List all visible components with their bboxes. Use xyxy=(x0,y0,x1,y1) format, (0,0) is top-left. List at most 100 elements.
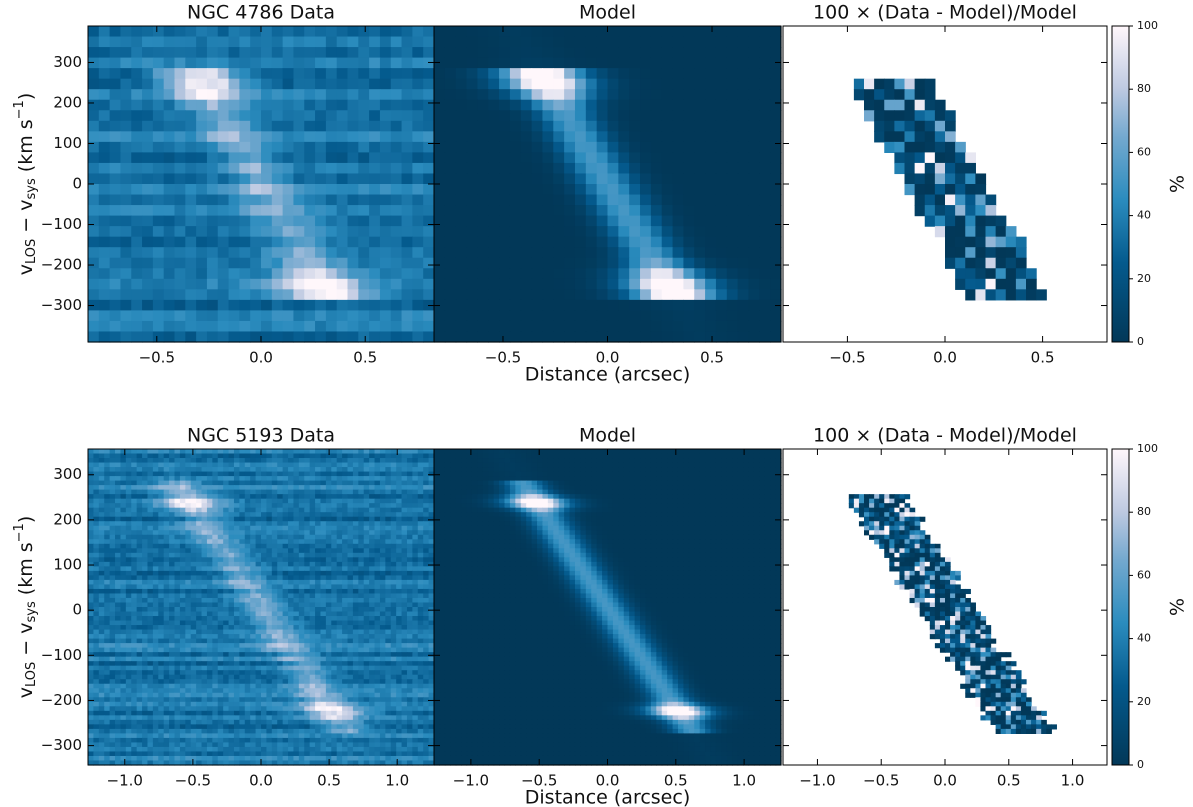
image-cell xyxy=(142,467,149,473)
image-cell xyxy=(564,320,576,333)
image-cell xyxy=(520,289,533,301)
image-cell xyxy=(369,331,381,343)
image-cell xyxy=(255,462,262,468)
image-cell xyxy=(417,503,424,509)
image-cell xyxy=(142,320,154,333)
image-cell xyxy=(737,226,750,238)
image-cell xyxy=(369,194,381,206)
image-cell xyxy=(147,530,154,536)
image-cell xyxy=(412,299,424,311)
image-cell xyxy=(266,516,273,522)
image-cell xyxy=(196,575,203,581)
image-cell xyxy=(629,26,641,38)
image-cell xyxy=(190,638,197,644)
image-cell xyxy=(288,516,295,522)
image-cell xyxy=(336,498,343,504)
image-cell xyxy=(737,78,750,90)
image-cell xyxy=(352,579,359,586)
image-cell xyxy=(239,331,251,343)
image-cell xyxy=(201,593,208,599)
image-cell xyxy=(412,588,419,595)
image-cell xyxy=(88,634,95,640)
image-cell xyxy=(109,638,116,644)
image-cell xyxy=(934,215,946,227)
image-cell xyxy=(629,131,641,143)
image-cell xyxy=(650,331,663,343)
image-cell xyxy=(428,611,435,617)
image-cell xyxy=(250,498,257,504)
image-cell xyxy=(131,530,138,536)
colorbar-tick-label: 80 xyxy=(1137,82,1151,95)
image-cell xyxy=(336,557,343,563)
image-cell xyxy=(748,68,760,80)
image-cell xyxy=(147,485,154,491)
image-cell xyxy=(331,552,338,558)
image-cell xyxy=(336,184,349,196)
image-cell xyxy=(694,257,706,269)
image-cell xyxy=(466,299,478,311)
image-cell xyxy=(93,530,100,536)
image-cell xyxy=(315,320,327,333)
image-cell xyxy=(233,620,240,626)
image-cell xyxy=(261,625,268,631)
image-cell xyxy=(169,539,176,545)
image-cell xyxy=(759,26,771,38)
image-cell xyxy=(759,162,771,175)
image-cell xyxy=(266,539,273,545)
image-cell xyxy=(250,47,262,59)
image-cell xyxy=(179,539,186,545)
image-cell xyxy=(342,449,349,455)
image-cell xyxy=(975,226,987,238)
image-cell xyxy=(379,458,386,464)
image-cell xyxy=(417,607,424,613)
image-cell xyxy=(390,597,397,604)
image-cell xyxy=(152,525,159,531)
image-cell xyxy=(390,543,397,549)
image-cell xyxy=(315,268,327,280)
image-cell xyxy=(650,68,663,80)
image-cell xyxy=(455,162,468,175)
image-cell xyxy=(288,498,295,504)
image-cell xyxy=(564,26,576,38)
image-cell xyxy=(315,278,327,290)
image-cell xyxy=(196,494,203,500)
image-cell xyxy=(748,205,760,217)
image-cell xyxy=(379,566,386,572)
image-cell xyxy=(293,561,300,567)
image-cell xyxy=(672,226,684,238)
image-cell xyxy=(466,89,478,101)
image-cell xyxy=(417,449,424,455)
image-cell xyxy=(423,462,430,468)
image-cell xyxy=(115,512,122,518)
image-cell xyxy=(282,516,289,522)
image-cell xyxy=(331,566,338,572)
image-cell xyxy=(98,215,111,227)
image-cell xyxy=(759,215,771,227)
image-cell xyxy=(315,625,322,631)
image-cell xyxy=(109,173,122,185)
image-cell xyxy=(261,512,268,518)
image-cell xyxy=(304,557,311,563)
image-cell xyxy=(715,78,728,90)
image-cell xyxy=(239,512,246,518)
image-cell xyxy=(358,480,365,486)
image-cell xyxy=(201,458,208,464)
image-cell xyxy=(261,247,273,259)
image-cell xyxy=(131,120,143,132)
image-cell xyxy=(304,47,316,59)
image-cell xyxy=(488,268,500,280)
image-cell xyxy=(331,607,338,613)
image-cell xyxy=(683,310,695,322)
image-cell xyxy=(325,120,338,132)
image-cell xyxy=(298,588,305,595)
image-cell xyxy=(315,26,327,38)
image-cell xyxy=(163,498,170,504)
image-cell xyxy=(975,278,987,290)
image-cell xyxy=(228,543,235,549)
image-cell xyxy=(190,530,197,536)
image-cell xyxy=(196,516,203,522)
image-cell xyxy=(423,521,430,527)
image-cell xyxy=(266,449,273,455)
image-cell xyxy=(125,471,132,477)
image-cell xyxy=(352,557,359,563)
